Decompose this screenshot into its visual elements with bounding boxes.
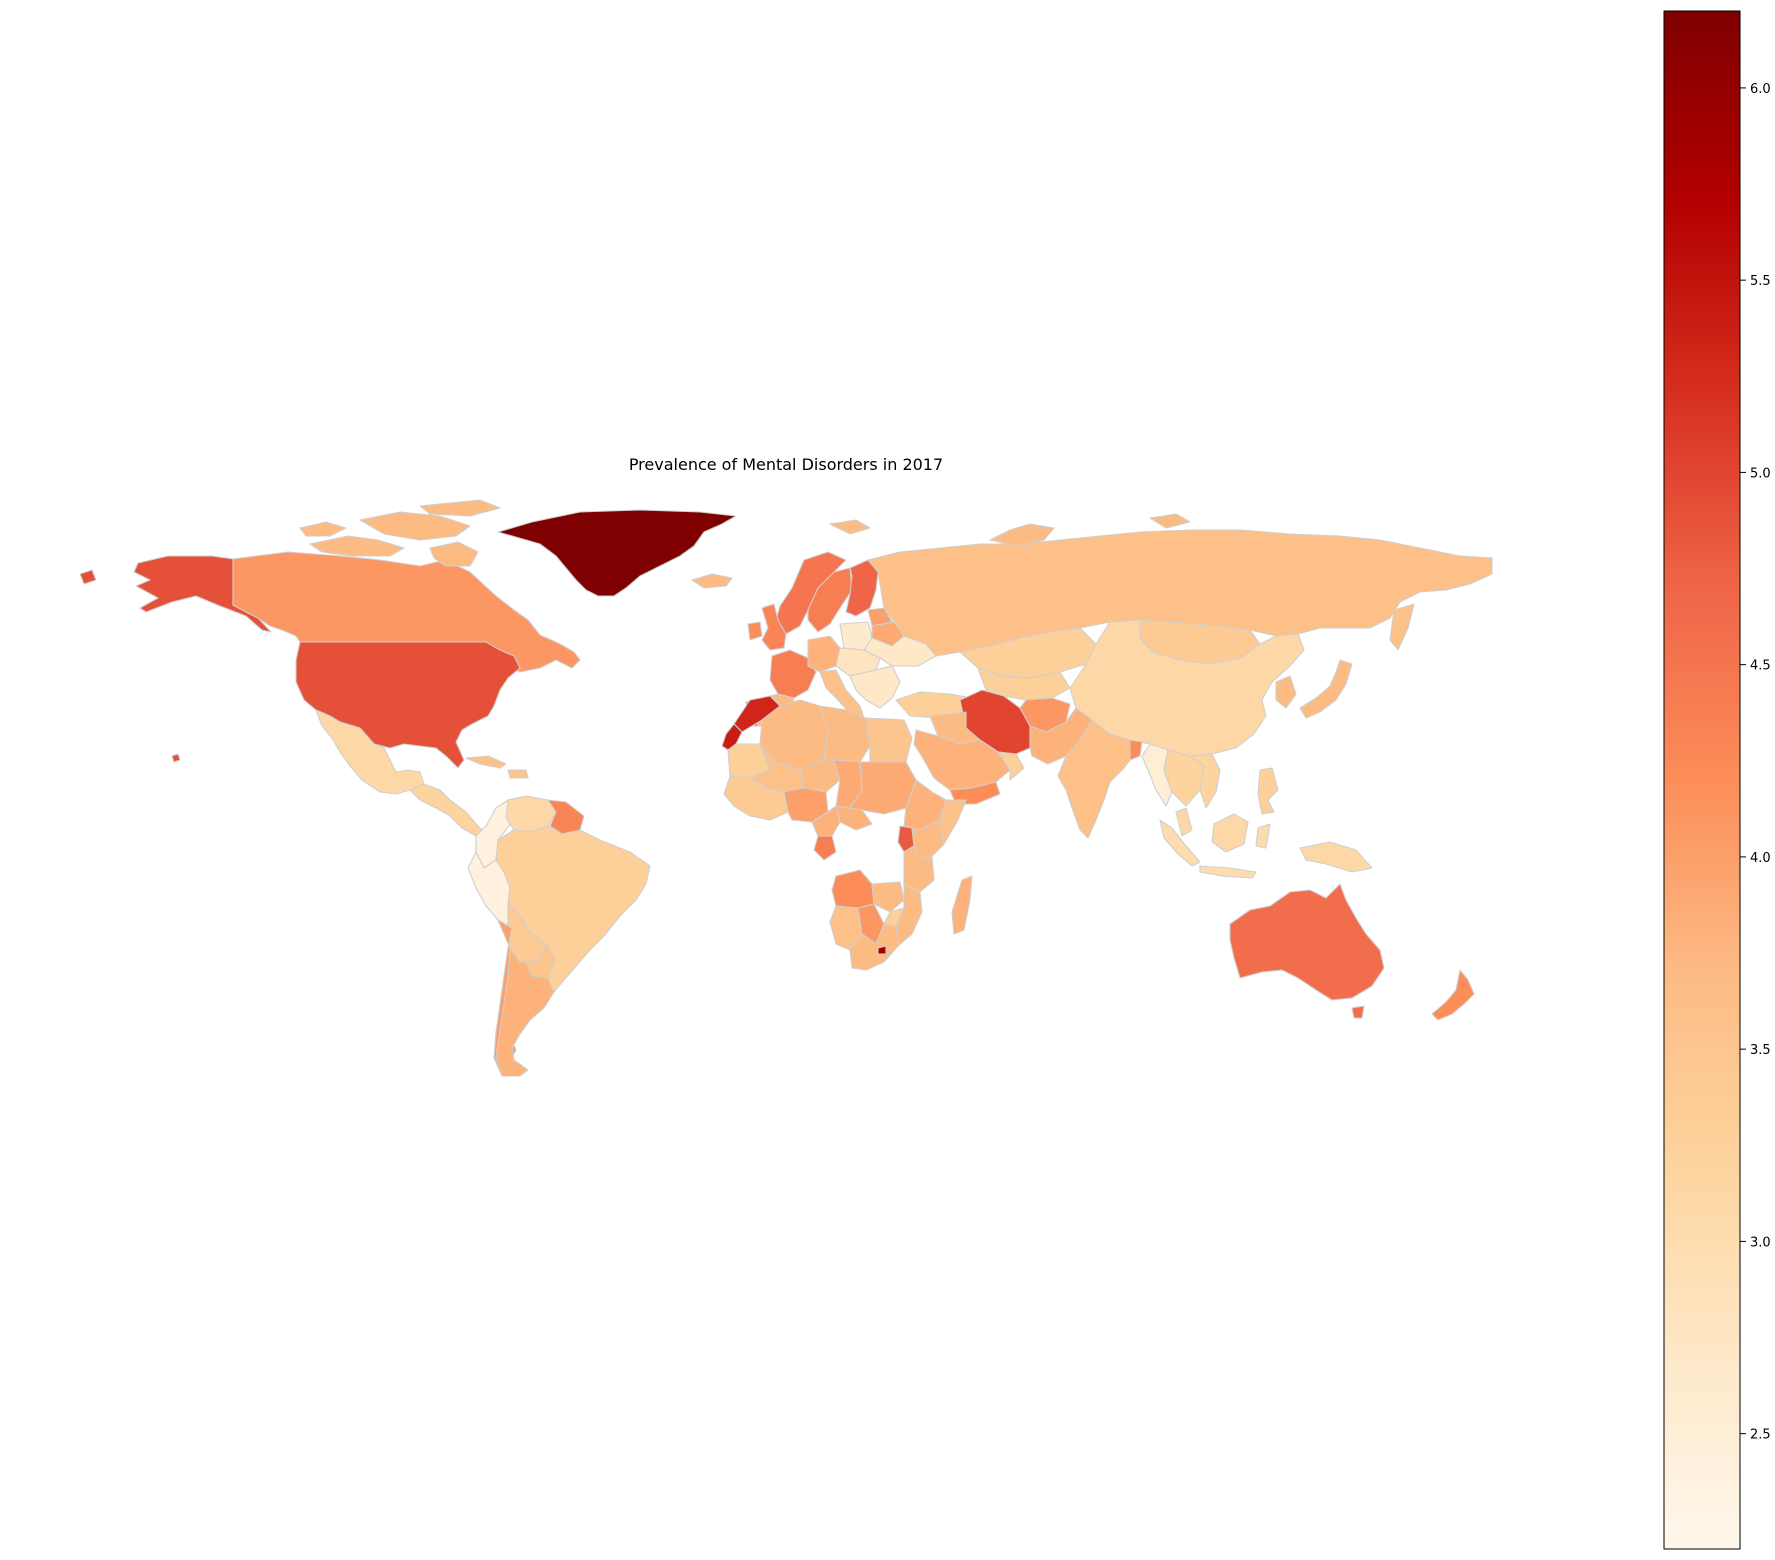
region-gabon — [813, 835, 837, 861]
region-indonesia — [1159, 819, 1201, 867]
region-hawaii — [171, 753, 181, 763]
colorbar-tick-label: 3.5 — [1750, 1043, 1771, 1058]
region-japan — [1299, 659, 1353, 719]
region-zambia — [871, 881, 905, 913]
colorbar-tick-label: 5.0 — [1750, 466, 1771, 481]
region-iceland — [691, 573, 733, 589]
colorbar-gradient — [1663, 10, 1741, 1550]
region-egypt — [865, 717, 913, 763]
region-greenland — [497, 509, 737, 597]
chart-title: Prevalence of Mental Disorders in 2017 — [629, 455, 943, 474]
region-west-africa — [723, 775, 789, 821]
region-car — [835, 805, 873, 831]
region-south-africa — [849, 923, 899, 971]
region-balkans — [849, 665, 901, 709]
region-png — [1299, 841, 1373, 873]
region-arctic-islands — [309, 535, 405, 557]
region-germany — [807, 635, 841, 673]
region-russia-east — [1389, 603, 1415, 651]
region-uk — [761, 603, 787, 651]
region-arctic-islands-5 — [419, 499, 501, 517]
region-bangladesh — [1129, 739, 1143, 761]
region-oman — [997, 751, 1025, 781]
region-finland — [845, 559, 879, 617]
region-tasmania — [1351, 1005, 1365, 1019]
region-cuba — [465, 755, 507, 769]
region-alaska-west — [79, 569, 97, 585]
colorbar: 2.5 3.0 3.5 4.0 4.5 5.0 5.5 6.0 — [1663, 10, 1771, 1550]
region-france — [769, 649, 817, 699]
region-ukraine — [863, 635, 937, 667]
region-lesotho — [877, 945, 887, 955]
region-arctic-islands-4 — [429, 541, 479, 567]
region-borneo — [1211, 813, 1249, 853]
region-sudan — [849, 761, 917, 815]
colorbar-tick-label: 3.0 — [1750, 1235, 1771, 1250]
region-sulawesi — [1255, 823, 1271, 849]
colorbar-ticks: 2.5 3.0 3.5 4.0 4.5 5.0 5.5 6.0 — [1740, 82, 1771, 1443]
region-angola — [831, 869, 875, 909]
colorbar-tick-label: 5.5 — [1750, 274, 1771, 289]
region-korea — [1275, 675, 1297, 709]
world-map — [79, 499, 1493, 1077]
colorbar-tick-label: 6.0 — [1750, 82, 1771, 97]
region-india — [1057, 719, 1137, 839]
region-caribbean — [507, 769, 529, 779]
region-argentina — [495, 947, 555, 1077]
region-norway — [775, 551, 847, 635]
region-arctic-islands-3 — [299, 521, 347, 537]
region-arctic-russia-2 — [1149, 513, 1191, 529]
colorbar-tick-label: 4.0 — [1750, 851, 1771, 866]
region-australia — [1229, 883, 1385, 1001]
region-svalbard — [829, 519, 871, 535]
region-philippines — [1257, 767, 1279, 815]
region-central-america — [409, 783, 487, 837]
region-usa — [295, 641, 521, 769]
region-vietnam — [1189, 753, 1221, 809]
region-arctic-islands-2 — [359, 511, 471, 541]
region-sweden — [807, 567, 853, 633]
region-arctic-russia — [989, 523, 1055, 547]
region-malaysia — [1175, 807, 1193, 837]
region-java — [1199, 865, 1257, 879]
region-ireland — [747, 621, 763, 641]
region-new-zealand — [1431, 969, 1475, 1021]
colorbar-tick-label: 4.5 — [1750, 659, 1771, 674]
region-madagascar — [951, 875, 973, 935]
region-mexico — [315, 709, 425, 795]
colorbar-tick-label: 2.5 — [1750, 1428, 1771, 1443]
